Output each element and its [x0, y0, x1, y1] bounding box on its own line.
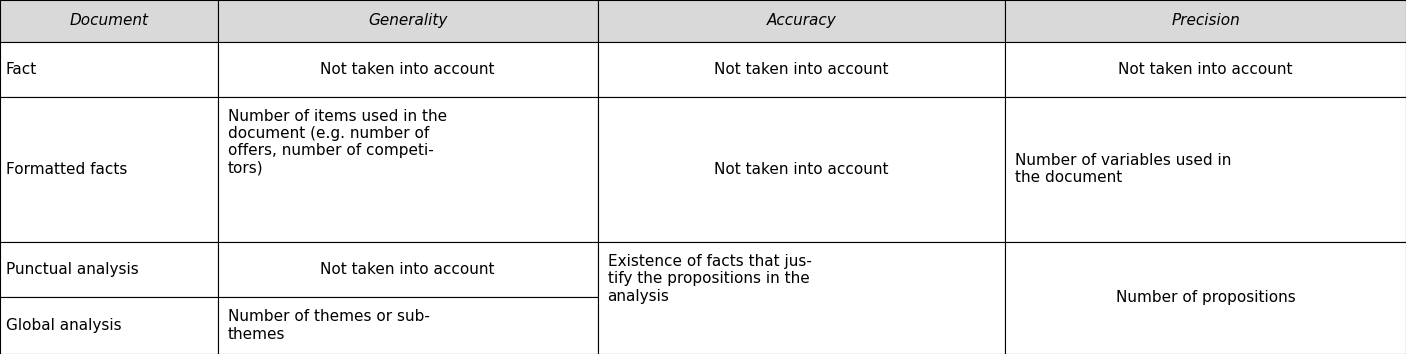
Bar [1005, 0, 1406, 42]
Text: Number of items used in the
document (e.g. number of
offers, number of competi-
: Number of items used in the document (e.… [228, 109, 447, 176]
Text: Not taken into account: Not taken into account [1118, 62, 1294, 77]
Bar [0, 297, 218, 354]
Bar [0, 42, 218, 97]
Text: Generality: Generality [368, 13, 447, 28]
Bar [218, 97, 598, 242]
Text: Precision: Precision [1171, 13, 1240, 28]
Text: Accuracy: Accuracy [766, 13, 837, 28]
Bar [598, 97, 1005, 242]
Text: Not taken into account: Not taken into account [321, 62, 495, 77]
Text: Not taken into account: Not taken into account [714, 162, 889, 177]
Bar [218, 42, 598, 97]
Text: Global analysis: Global analysis [6, 318, 122, 333]
Text: Not taken into account: Not taken into account [714, 62, 889, 77]
Bar [598, 0, 1005, 42]
Bar [598, 242, 1005, 354]
Bar [0, 97, 218, 242]
Text: Punctual analysis: Punctual analysis [6, 262, 139, 277]
Text: Fact: Fact [6, 62, 37, 77]
Bar [218, 297, 598, 354]
Bar [1005, 242, 1406, 354]
Bar [218, 242, 598, 297]
Bar [0, 242, 218, 297]
Text: Formatted facts: Formatted facts [6, 162, 128, 177]
Bar [1005, 42, 1406, 97]
Text: Number of themes or sub-
themes: Number of themes or sub- themes [228, 309, 430, 342]
Bar [1005, 97, 1406, 242]
Bar [218, 0, 598, 42]
Text: Not taken into account: Not taken into account [321, 262, 495, 277]
Text: Number of propositions: Number of propositions [1116, 290, 1295, 306]
Text: Number of variables used in
the document: Number of variables used in the document [1015, 153, 1232, 185]
Text: Existence of facts that jus-
tify the propositions in the
analysis: Existence of facts that jus- tify the pr… [607, 254, 811, 304]
Bar [598, 42, 1005, 97]
Bar [0, 0, 218, 42]
Text: Document: Document [69, 13, 149, 28]
